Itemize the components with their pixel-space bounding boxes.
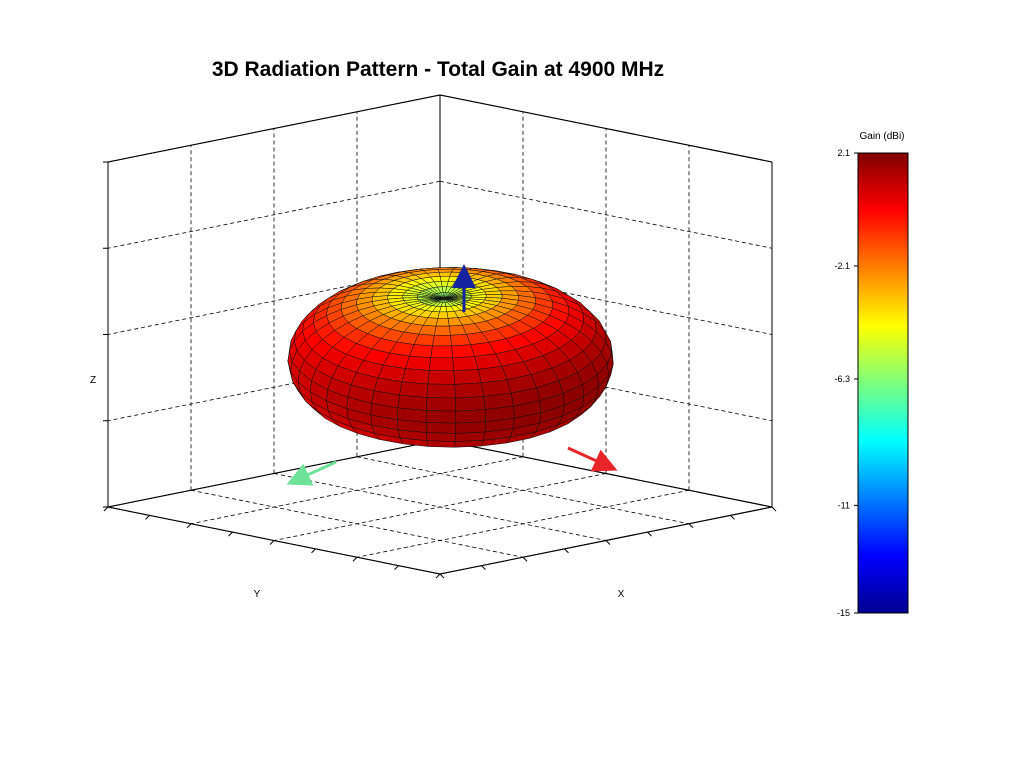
wall-gridline xyxy=(439,180,773,249)
surface-patch xyxy=(438,271,452,277)
y-tick xyxy=(394,565,399,570)
surface-patch xyxy=(452,356,479,372)
y-tick xyxy=(269,540,275,545)
surface-patch xyxy=(397,407,427,423)
surface-patch xyxy=(454,382,484,399)
surface-patch xyxy=(428,357,454,372)
z-axis-label: Z xyxy=(90,375,96,386)
surface-patch xyxy=(455,396,486,412)
surface-patch xyxy=(435,318,450,327)
colorbar-tick-label: -15 xyxy=(837,608,850,618)
y-tick xyxy=(228,531,233,537)
surface-patch xyxy=(433,325,451,336)
colorbar-ticks: 2.1 -2.1 -6.3 -11 -15 xyxy=(834,148,858,618)
y-axis-label: Y xyxy=(254,589,261,600)
colorbar-tick-label: -2.1 xyxy=(834,261,850,271)
box-edge xyxy=(107,94,441,163)
surface-patch xyxy=(437,268,454,273)
x-tick xyxy=(688,523,694,529)
colorbar-gradient xyxy=(857,152,909,614)
y-tick xyxy=(186,523,192,529)
surface-patch xyxy=(426,432,456,442)
surface-patch xyxy=(426,383,456,399)
colorbar: Gain (dBi) 2.1 -2.1 -6.3 -11 -15 xyxy=(834,131,909,618)
x-tick xyxy=(730,515,735,520)
colorbar-tick-label: 2.1 xyxy=(837,148,850,158)
x-tick xyxy=(439,573,445,579)
surface-patch xyxy=(430,345,453,359)
axis-vectors xyxy=(286,264,618,486)
chart-title: 3D Radiation Pattern - Total Gain at 490… xyxy=(211,58,665,81)
floor-gridline xyxy=(273,473,607,541)
x-axis-vector xyxy=(567,446,618,472)
x-tick xyxy=(605,540,611,545)
floor-gridline xyxy=(356,489,690,558)
x-tick xyxy=(647,531,652,537)
radiation-surface xyxy=(287,267,614,448)
y-tick xyxy=(103,506,109,512)
y-axis-vector xyxy=(286,460,337,486)
floor-gridline xyxy=(190,489,524,558)
surface-patch xyxy=(455,409,486,424)
y-tick xyxy=(352,556,358,562)
surface-patch xyxy=(453,369,482,385)
x-axis-label: X xyxy=(618,589,625,600)
surface-patch xyxy=(401,368,430,385)
y-tick xyxy=(311,548,316,554)
surface-patch xyxy=(427,370,455,385)
x-tick xyxy=(564,548,569,554)
surface-patch xyxy=(426,397,456,412)
surface-patch xyxy=(399,381,429,398)
y-tick xyxy=(145,515,150,520)
surface-patch xyxy=(455,421,486,434)
colorbar-tick-label: -11 xyxy=(838,500,850,510)
surface-patch xyxy=(425,422,457,434)
x-tick xyxy=(481,565,486,570)
x-tick xyxy=(522,556,528,562)
surface-patch xyxy=(451,344,475,359)
wall-gridline xyxy=(107,180,441,249)
y-tick xyxy=(435,573,441,579)
surface-patch xyxy=(426,440,456,448)
surface-patch xyxy=(387,291,405,296)
surface-patch xyxy=(432,335,452,347)
surface-patch xyxy=(439,306,448,313)
colorbar-tick-label: -6.3 xyxy=(834,374,850,384)
surface-patch xyxy=(425,410,457,424)
colorbar-title: Gain (dBi) xyxy=(859,131,904,142)
surface-patch xyxy=(437,311,449,319)
box-edge xyxy=(439,94,773,163)
x-tick xyxy=(771,506,777,512)
surface-patch xyxy=(405,355,432,371)
